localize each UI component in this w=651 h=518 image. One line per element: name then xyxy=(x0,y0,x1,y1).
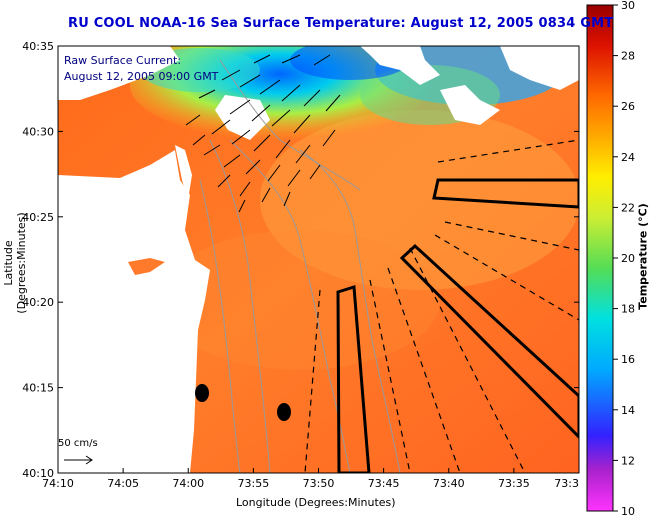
surface-current-vectors xyxy=(185,54,341,213)
colorbar-tick-label: 10 xyxy=(621,505,635,518)
y-tick-label: 40:25 xyxy=(22,211,54,224)
no-data-patch xyxy=(215,95,270,140)
colorbar-tick-label: 26 xyxy=(621,100,635,113)
no-data-patch xyxy=(500,46,579,90)
colorbar-tick-label: 28 xyxy=(621,50,635,63)
colorbar-tick-label: 20 xyxy=(621,252,635,265)
y-tick-label: 40:35 xyxy=(22,40,54,53)
map-area xyxy=(58,46,579,473)
colorbar-tick-label: 14 xyxy=(621,404,635,417)
y-axis-label: Latitude (Degrees:Minutes) xyxy=(2,212,28,314)
colorbar-tick-label: 12 xyxy=(621,454,635,467)
colorbar-tick-label: 24 xyxy=(621,151,635,164)
y-tick-label: 40:15 xyxy=(22,382,54,395)
scale-arrow xyxy=(64,455,93,465)
bathymetry-contours xyxy=(199,59,401,473)
warm-offshore-region xyxy=(260,110,579,290)
mooring-marker xyxy=(277,403,291,421)
x-tick-label: 74:05 xyxy=(107,477,139,490)
colorbar-ticks: 30 28 26 24 22 20 18 16 14 12 10 xyxy=(613,0,635,518)
transect-box-lower xyxy=(336,285,371,473)
colorbar xyxy=(586,4,614,512)
transect-box-upper xyxy=(432,178,579,209)
map-title: RU COOL NOAA-16 Sea Surface Temperature:… xyxy=(68,16,614,31)
x-axis-ticks: 74:10 74:05 74:00 73:55 73:50 73:45 73:40 73:35… xyxy=(42,468,580,490)
y-tick-label: 40:10 xyxy=(22,467,54,480)
sandy-hook xyxy=(175,145,192,200)
y-tick-label: 40:30 xyxy=(22,125,54,138)
x-tick-label: 73:3 xyxy=(554,477,579,490)
scale-label: 50 cm/s xyxy=(58,438,98,449)
x-axis-label: Longitude (Degrees:Minutes) xyxy=(236,496,396,509)
no-data-patch xyxy=(360,46,440,85)
x-tick-label: 73:45 xyxy=(368,477,400,490)
legend-current-date: August 12, 2005 09:00 GMT xyxy=(64,70,219,83)
colorbar-tick-label: 18 xyxy=(621,303,635,316)
no-data-patch xyxy=(440,85,500,125)
colorbar-tick-label: 16 xyxy=(621,353,635,366)
x-tick-label: 74:10 xyxy=(42,477,74,490)
x-tick-label: 73:50 xyxy=(303,477,335,490)
colorbar-tick-label: 30 xyxy=(621,0,635,12)
colorbar-label: Temperature (°C) xyxy=(636,203,650,310)
x-tick-label: 73:40 xyxy=(433,477,465,490)
colorbar-tick-label: 22 xyxy=(621,201,635,214)
mooring-marker xyxy=(195,384,209,402)
y-tick-label: 40:20 xyxy=(22,296,54,309)
land-top-left xyxy=(58,46,180,100)
x-tick-label: 73:55 xyxy=(238,477,270,490)
land-coast xyxy=(58,150,210,473)
transect-lines xyxy=(304,139,579,473)
x-tick-label: 74:00 xyxy=(172,477,204,490)
legend-current-title: Raw Surface Current: xyxy=(64,54,182,67)
x-tick-label: 73:35 xyxy=(498,477,530,490)
y-axis-ticks: 40:35 40:30 40:25 40:20 40:15 40:10 xyxy=(22,40,579,480)
